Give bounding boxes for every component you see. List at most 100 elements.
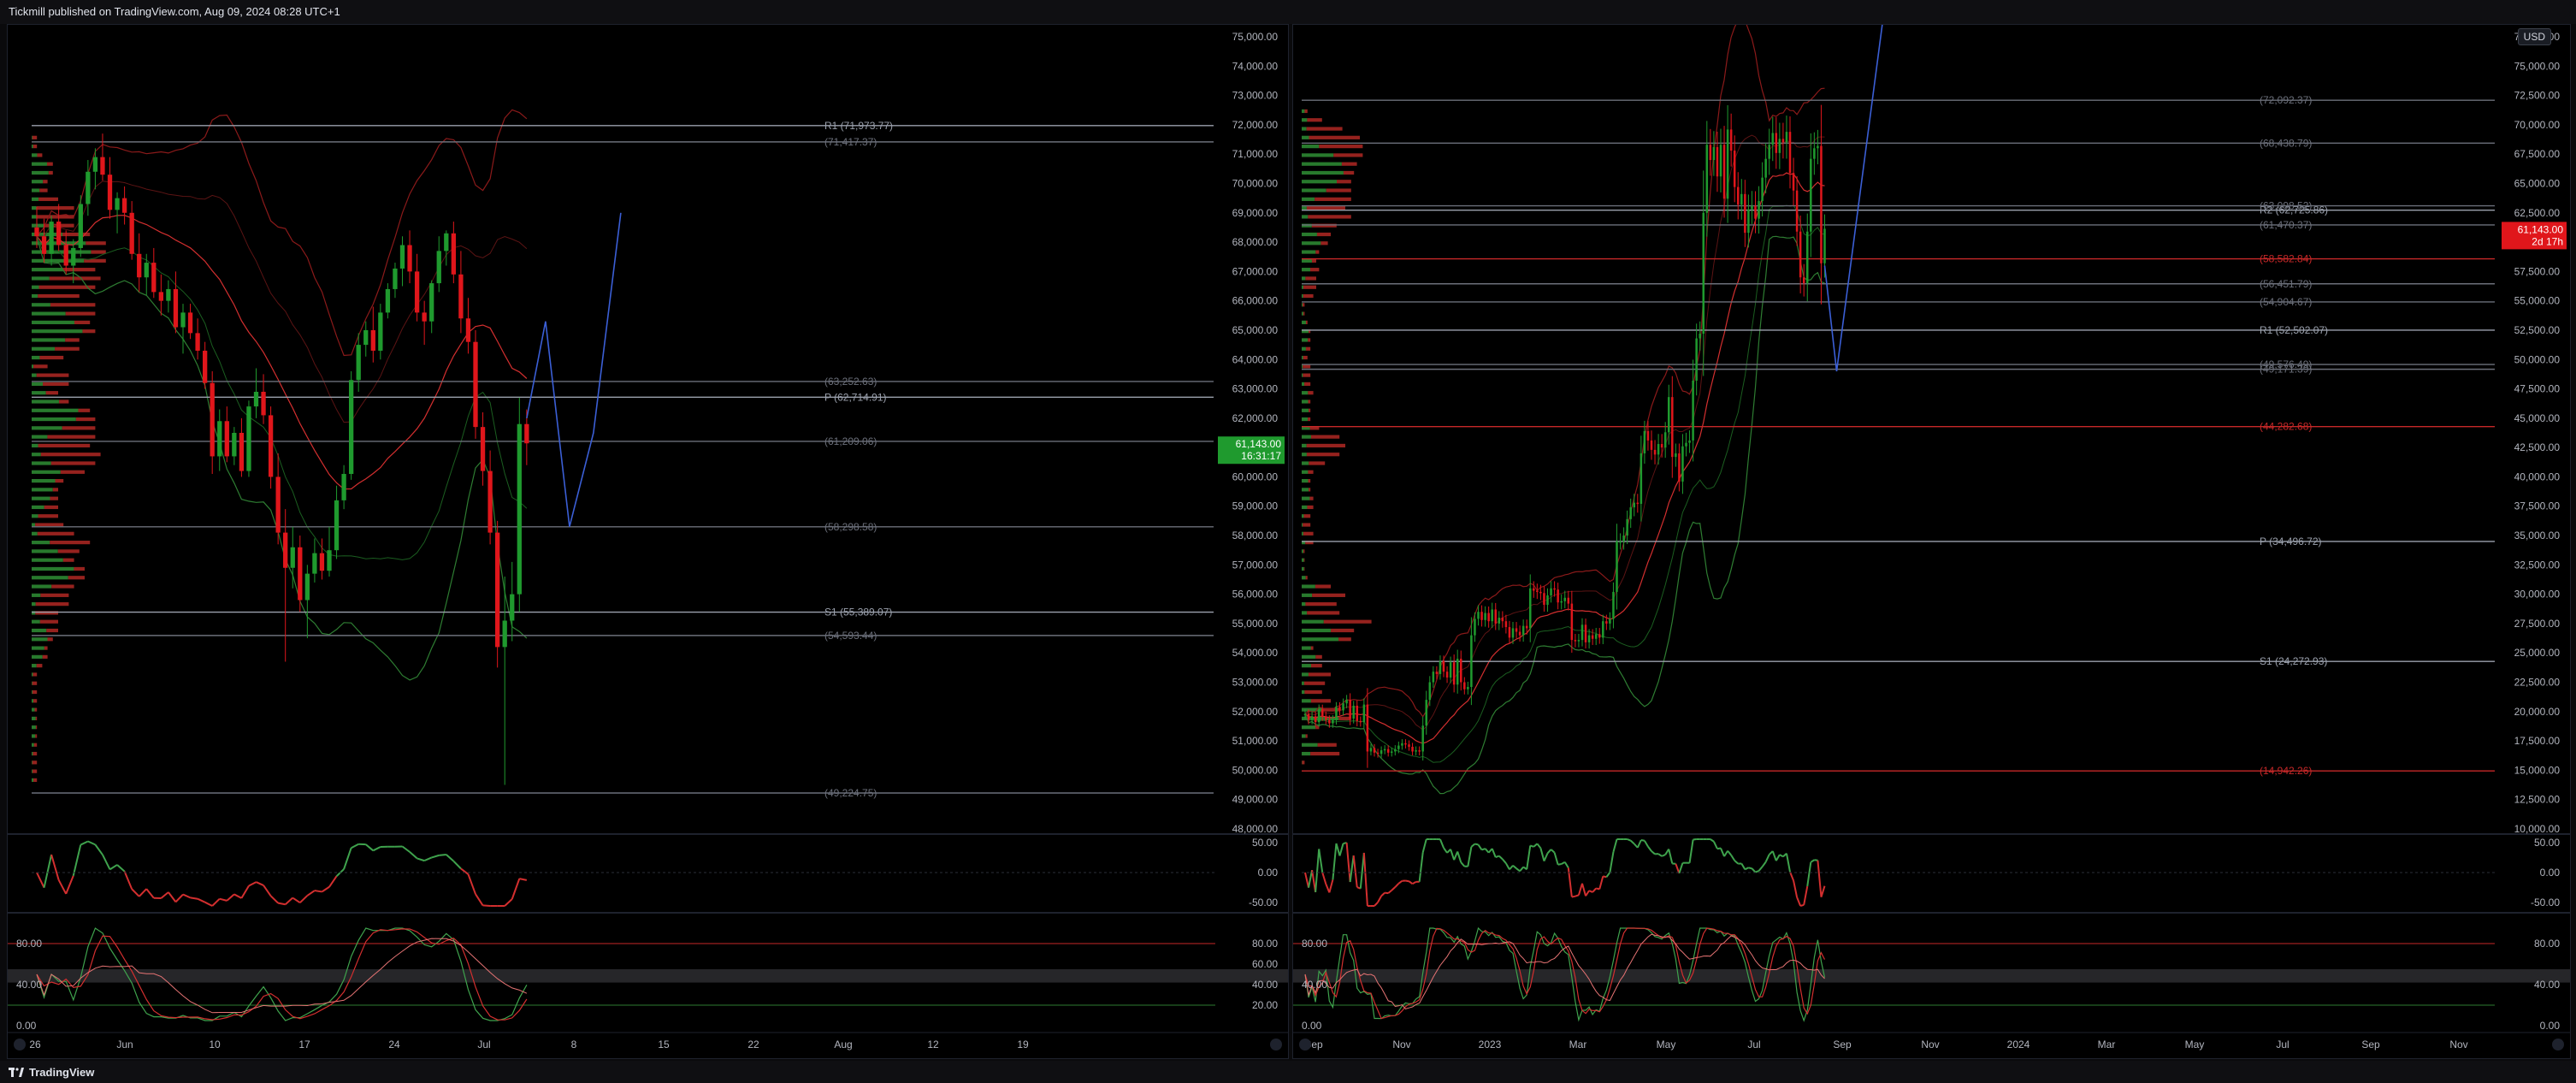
candle-body [107, 175, 113, 210]
profile-bar-down [37, 153, 43, 157]
price-tick-label: 56,000.00 [1232, 589, 1279, 601]
profile-bar-down [74, 320, 91, 324]
oscillator-segment [1644, 840, 1649, 848]
candle-body [1369, 748, 1373, 752]
candle-body [1805, 231, 1809, 284]
oscillator-segment [1391, 886, 1396, 891]
candle-body [49, 222, 54, 254]
profile-bar-up [32, 303, 50, 307]
price-axis: 75,000.00 74,000.00 73,000.00 72,000.00 71,0… [1218, 31, 1285, 835]
bb-lower-inner [36, 236, 528, 560]
footer-bar: TradingView [0, 1061, 2576, 1083]
profile-bar-up [1302, 716, 1339, 720]
profile-bar-up [1302, 250, 1316, 254]
profile-bar-up [1302, 734, 1306, 738]
profile-bar-down [1308, 399, 1311, 404]
time-tick-label: Nov [2449, 1039, 2467, 1050]
bar-countdown: 2d 17h [2532, 235, 2563, 247]
price-tick-label: 17,500.00 [2514, 735, 2561, 747]
chart-content: (72,092.37) (68,438.79) R2 (62,725.86)(63,… [1293, 7, 2570, 1050]
oscillator-segment [233, 893, 242, 899]
profile-bar-up [32, 320, 74, 324]
profile-bar-down [74, 566, 85, 571]
oscillator-segment [1605, 872, 1611, 878]
profile-bar-up [1302, 180, 1337, 184]
time-tick-label: 19 [1017, 1039, 1029, 1050]
oscillator-segment [1539, 848, 1545, 861]
time-tick-label: 2023 [1479, 1039, 1502, 1050]
profile-bar-down [1303, 681, 1326, 685]
stochastic-oscillator: 80.00 40.00 0.00 80.00 40.00 0.00 [1293, 926, 2570, 1032]
price-tick-label: 72,500.00 [2514, 90, 2561, 102]
oscillator-segment [1477, 843, 1483, 850]
stochastic-left-tick: 80.00 [1302, 938, 1327, 950]
candle-body [1421, 725, 1424, 752]
candle-body [1729, 129, 1733, 151]
candle-body [1667, 397, 1670, 433]
candle-body [451, 233, 457, 275]
oscillator-segment [306, 890, 316, 897]
price-tick-label: 69,000.00 [1232, 207, 1279, 219]
candle-body [1314, 716, 1317, 723]
candle-body [1397, 745, 1400, 749]
profile-bar-down [1331, 628, 1355, 633]
profile-bar-down [52, 488, 58, 492]
price-tick-label: 22,500.00 [2514, 677, 2561, 689]
currency-selector[interactable]: USD [2517, 28, 2551, 45]
oscillator-tick-label: 0.00 [1258, 867, 1279, 879]
profile-bar-down [40, 453, 101, 457]
candle-body [341, 474, 346, 500]
profile-bar-down [51, 584, 74, 589]
pivot-levels: R1 (71,973.77) (71,417.37) (63,252.63) P (6… [32, 120, 1214, 799]
oscillator-segment [1491, 848, 1497, 858]
oscillator-segment [1502, 858, 1507, 864]
candle-body [363, 329, 369, 346]
profile-bar-up [1302, 311, 1303, 316]
candle-body [1768, 145, 1770, 159]
profile-bar-down [40, 593, 69, 597]
candle-body [1675, 453, 1677, 458]
candle-body [1533, 588, 1535, 591]
profile-bar-down [1323, 619, 1372, 624]
oscillator-segment [263, 885, 272, 897]
oscillator-segment [511, 878, 521, 900]
daily-chart-svg[interactable]: R1 (71,973.77) (71,417.37) (63,252.63) P (6… [8, 25, 1288, 1058]
oscillator-segment [1359, 852, 1365, 889]
stochastic-slow-line [1304, 933, 1825, 1009]
candle-body [1660, 444, 1663, 448]
profile-bar-down [1308, 391, 1314, 395]
tradingview-brand-text: TradingView [29, 1066, 95, 1079]
candle-body [1612, 591, 1615, 619]
profile-bar-down [1309, 461, 1326, 465]
time-tick-label: May [2185, 1039, 2205, 1050]
tradingview-logo[interactable]: TradingView [9, 1066, 94, 1079]
weekly-chart-panel[interactable]: (72,092.37) (68,438.79) R2 (62,725.86) (63,… [1292, 7, 2571, 1059]
oscillator-segment [1803, 885, 1809, 906]
weekly-chart-svg[interactable]: (72,092.37) (68,438.79) R2 (62,725.86)(63,… [1293, 7, 2570, 1058]
candle-body [1470, 635, 1473, 688]
candle-body [158, 292, 164, 301]
price-tick-label: 54,000.00 [1232, 647, 1279, 659]
profile-bar-down [1305, 602, 1337, 607]
profile-bar-down [39, 188, 48, 192]
candle-body [1487, 613, 1490, 622]
candle-body [41, 236, 47, 254]
profile-bar-down [37, 531, 74, 536]
candle-body [1508, 627, 1511, 638]
profile-bar-down [1317, 743, 1337, 747]
profile-bar-up [1302, 743, 1318, 747]
candle-body [327, 550, 332, 571]
stochastic-mid-band [8, 969, 1288, 983]
profile-bar-down [39, 619, 58, 624]
oscillator-segment [1349, 855, 1355, 883]
profile-bar-down [55, 346, 80, 351]
price-tick-label: 73,000.00 [1232, 90, 1279, 102]
oscillator-segment [1740, 863, 1746, 870]
oscillator-segment [1338, 843, 1344, 856]
daily-chart-panel[interactable]: R1 (71,973.77) (71,417.37) (63,252.63) P (6… [7, 24, 1289, 1059]
profile-bar-up [1302, 127, 1307, 131]
oscillator-segment [65, 875, 74, 895]
oscillator-segment [1712, 841, 1718, 849]
candle-body [1688, 440, 1691, 443]
profile-bar-up [32, 153, 38, 157]
